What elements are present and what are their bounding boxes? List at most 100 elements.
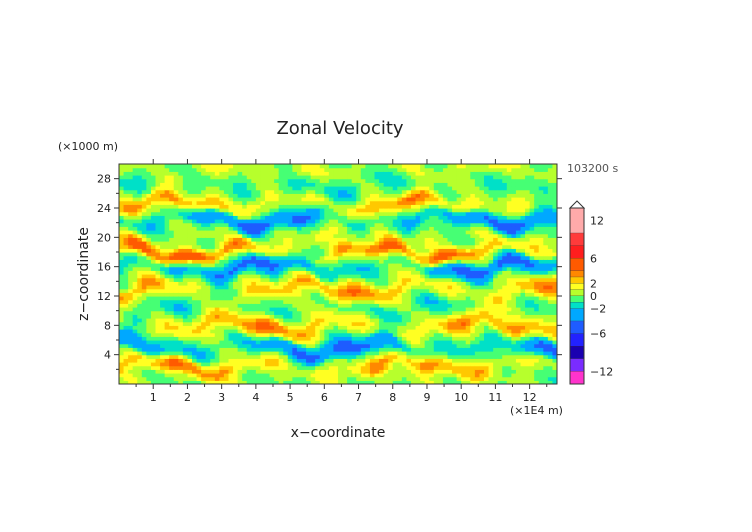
field-cell [360,288,366,293]
field-cell [465,369,471,374]
field-cell [411,318,417,323]
field-cell [173,307,179,312]
field-cell [388,340,394,345]
field-cell [251,182,257,187]
field-cell [383,178,389,183]
field-cell [178,292,184,297]
field-cell [233,215,239,220]
field-cell [479,296,485,301]
field-cell [160,281,166,286]
field-cell [160,263,166,268]
field-cell [164,171,170,176]
field-cell [438,230,444,235]
field-cell [415,204,421,209]
field-cell [342,241,348,246]
field-cell [447,252,453,257]
field-cell [365,255,371,260]
field-cell [479,358,485,363]
field-cell [214,193,220,198]
field-cell [274,266,280,271]
field-cell [192,222,198,227]
field-cell [123,362,129,367]
field-cell [433,277,439,282]
field-cell [383,373,389,378]
field-cell [310,336,316,341]
field-cell [228,197,234,202]
field-cell [187,252,193,257]
field-cell [173,175,179,180]
field-cell [484,358,490,363]
field-cell [141,347,147,352]
field-cell [447,167,453,172]
field-cell [347,347,353,352]
field-cell [406,314,412,319]
field-cell [488,244,494,249]
field-cell [470,369,476,374]
field-cell [401,321,408,326]
field-cell [319,292,325,297]
field-cell [388,171,394,176]
field-cell [219,332,225,337]
field-cell [319,277,325,282]
field-cell [356,314,362,319]
field-cell [406,365,412,370]
field-cell [269,299,275,304]
field-cell [488,270,494,275]
field-cell [474,288,481,293]
field-cell [187,303,193,308]
field-cell [223,354,230,359]
field-cell [415,347,421,352]
field-cell [488,222,494,227]
field-cell [283,329,289,334]
field-cell [150,200,157,205]
field-cell [324,281,330,286]
field-cell [401,281,408,286]
field-cell [429,343,435,348]
field-cell [315,215,321,220]
field-cell [333,255,339,260]
field-cell [442,200,449,205]
field-cell [397,310,403,315]
field-cell [141,164,147,169]
field-cell [315,314,321,319]
field-cell [324,365,330,370]
field-cell [237,362,243,367]
field-cell [169,380,175,384]
field-cell [406,259,412,264]
field-cell [292,332,298,337]
field-cell [306,299,312,304]
field-cell [401,263,408,268]
field-cell [401,255,408,260]
field-cell [296,222,303,227]
field-cell [360,266,366,271]
field-cell [260,186,266,191]
field-cell [182,380,189,384]
field-cell [306,362,312,367]
field-cell [342,354,348,359]
field-cell [219,241,225,246]
field-cell [132,365,138,370]
field-cell [146,332,152,337]
field-cell [260,167,266,172]
field-cell [415,259,421,264]
field-cell [328,380,335,384]
field-cell [456,171,462,176]
field-cell [347,171,353,176]
field-cell [447,340,453,345]
field-cell [123,204,129,209]
field-cell [246,252,252,257]
field-cell [192,230,198,235]
field-cell [452,373,458,378]
field-cell [246,193,252,198]
field-cell [484,211,490,216]
field-cell [255,296,262,301]
field-cell [347,270,353,275]
field-cell [360,362,366,367]
field-cell [447,354,453,359]
field-cell [493,255,499,260]
field-cell [433,292,439,297]
field-cell [315,296,321,301]
field-cell [160,182,166,187]
field-cell [433,373,439,378]
field-cell [123,193,129,198]
